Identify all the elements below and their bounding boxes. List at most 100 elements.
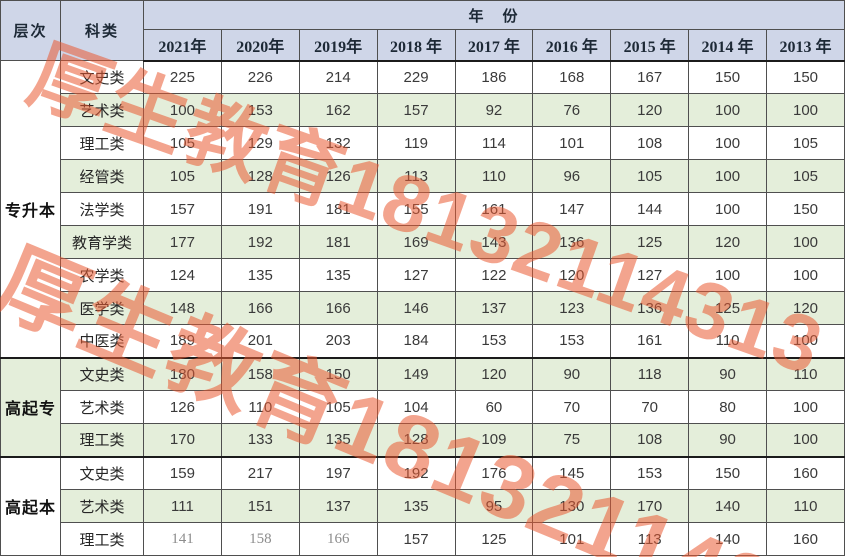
category-cell: 文史类 <box>60 60 144 94</box>
score-cell: 186 <box>454 60 534 94</box>
score-cell: 203 <box>298 324 378 358</box>
score-cell: 100 <box>766 390 845 424</box>
score-cell: 229 <box>376 60 456 94</box>
score-cell: 101 <box>532 126 612 160</box>
year-header-cell: 2015 年 <box>610 29 690 62</box>
score-cell: 110 <box>454 159 534 193</box>
table-row: 教育学类 177 192 181 169 143 136 125 120 100 <box>1 225 845 259</box>
table-row: 艺术类 126 110 105 104 60 70 70 80 100 <box>1 390 845 424</box>
score-cell: 140 <box>688 522 767 556</box>
score-cell: 143 <box>454 225 534 259</box>
score-cell: 191 <box>220 192 300 226</box>
score-cell: 126 <box>143 390 222 424</box>
year-header-cell: 2016 年 <box>532 29 612 62</box>
score-cell: 113 <box>610 522 690 556</box>
score-cell: 170 <box>610 489 690 523</box>
score-cell: 125 <box>688 291 767 325</box>
score-cell: 100 <box>688 93 767 127</box>
score-cell: 104 <box>376 390 456 424</box>
score-cell: 90 <box>532 356 612 391</box>
score-cell: 120 <box>532 258 612 292</box>
score-cell: 110 <box>220 390 300 424</box>
score-cell: 110 <box>766 489 845 523</box>
score-cell: 100 <box>688 159 767 193</box>
score-cell: 76 <box>532 93 612 127</box>
score-cell: 150 <box>298 356 378 391</box>
score-cell: 114 <box>454 126 534 160</box>
score-cell: 150 <box>766 60 845 94</box>
category-cell: 文史类 <box>60 455 144 490</box>
level-cell: 高起专 <box>0 356 61 457</box>
score-cell: 158 <box>220 356 300 391</box>
score-cell: 90 <box>688 356 767 391</box>
score-cell: 153 <box>532 324 612 358</box>
score-cell: 226 <box>220 60 300 94</box>
score-cell: 135 <box>298 258 378 292</box>
score-cell: 192 <box>220 225 300 259</box>
score-cell: 150 <box>688 60 767 94</box>
score-cell: 225 <box>143 60 222 94</box>
score-cell: 168 <box>532 60 612 94</box>
score-cell: 214 <box>298 60 378 94</box>
score-cell: 128 <box>376 423 456 457</box>
score-cell: 105 <box>143 126 222 160</box>
score-cell: 90 <box>688 423 767 457</box>
score-cell: 148 <box>143 291 222 325</box>
score-cell: 75 <box>532 423 612 457</box>
score-cell: 92 <box>454 93 534 127</box>
score-cell: 105 <box>143 159 222 193</box>
year-header-cell: 2014 年 <box>688 29 767 62</box>
score-cell: 141 <box>143 522 222 556</box>
table-row: 农学类 124 135 135 127 122 120 127 100 100 <box>1 258 845 292</box>
score-cell: 153 <box>610 455 690 490</box>
table-header: 层次 科类 年 份 2021年 2020年 2019年 2018 年 2017 … <box>0 0 845 62</box>
table-row: 高起本 文史类 159 217 197 192 176 145 153 150 160 <box>0 455 845 556</box>
category-cell: 理工类 <box>60 126 144 160</box>
level-cell: 专升本 <box>0 60 61 358</box>
score-cell: 100 <box>766 225 845 259</box>
score-cell: 160 <box>766 522 845 556</box>
score-cell: 135 <box>298 423 378 457</box>
table-row: 理工类 105 129 132 119 114 101 108 100 105 <box>1 126 845 160</box>
score-cell: 166 <box>298 522 378 556</box>
table-row: 艺术类 100 153 162 157 92 76 120 100 100 <box>1 93 845 127</box>
score-cell: 157 <box>376 93 456 127</box>
score-cell: 130 <box>532 489 612 523</box>
score-cell: 110 <box>766 356 845 391</box>
score-cell: 70 <box>610 390 690 424</box>
score-cell: 189 <box>143 324 222 358</box>
score-cell: 167 <box>610 60 690 94</box>
score-cell: 146 <box>376 291 456 325</box>
table-row: 专升本 文史类 225 226 214 229 186 168 167 150 150 <box>0 60 845 358</box>
category-cell: 中医类 <box>60 324 144 358</box>
score-cell: 158 <box>220 522 300 556</box>
table-row: 高起专 文史类 180 158 150 149 120 90 118 90 110 <box>0 356 845 457</box>
category-cell: 经管类 <box>60 159 144 193</box>
score-cell: 96 <box>532 159 612 193</box>
score-cell: 120 <box>610 93 690 127</box>
score-cell: 135 <box>220 258 300 292</box>
score-cell: 180 <box>143 356 222 391</box>
score-cell: 124 <box>143 258 222 292</box>
table-row: 理工类 170 133 135 128 109 75 108 90 100 <box>1 423 845 457</box>
score-cell: 100 <box>688 126 767 160</box>
score-cell: 105 <box>766 126 845 160</box>
category-cell: 理工类 <box>60 423 144 457</box>
score-cell: 127 <box>376 258 456 292</box>
score-cell: 166 <box>298 291 378 325</box>
score-cell: 162 <box>298 93 378 127</box>
score-cell: 144 <box>610 192 690 226</box>
year-header-cell: 2021年 <box>143 29 222 62</box>
score-cell: 151 <box>220 489 300 523</box>
category-cell: 艺术类 <box>60 390 144 424</box>
score-cell: 120 <box>454 356 534 391</box>
score-cell: 110 <box>688 324 767 358</box>
score-cell: 122 <box>454 258 534 292</box>
score-cell: 181 <box>298 192 378 226</box>
score-cell: 127 <box>610 258 690 292</box>
year-header-cell: 2019年 <box>298 29 378 62</box>
score-cell: 111 <box>143 489 222 523</box>
score-cell: 137 <box>298 489 378 523</box>
